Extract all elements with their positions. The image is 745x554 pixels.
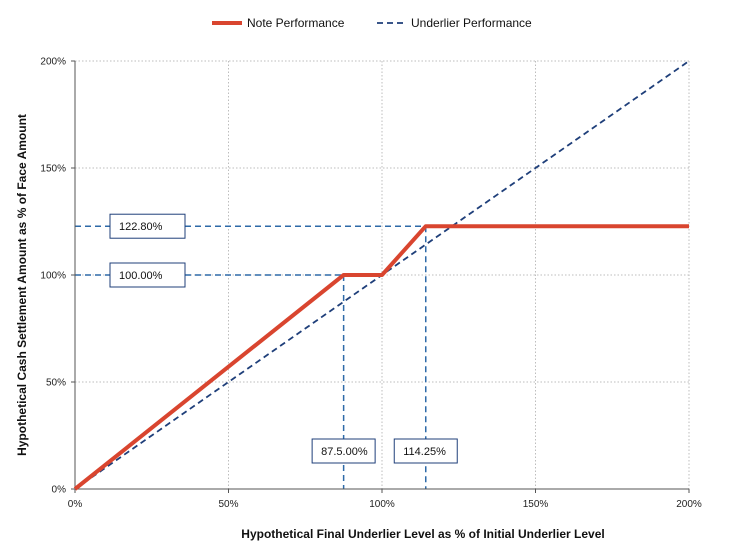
x-tick-label: 150% <box>523 499 549 510</box>
y-tick-label: 0% <box>52 485 67 496</box>
x-axis-title: Hypothetical Final Underlier Level as % … <box>241 527 604 541</box>
callout-rect <box>393 438 458 464</box>
callout-box: 122.80% <box>109 213 186 239</box>
legend-item: Underlier Performance <box>377 16 532 30</box>
callout-label: 100.00% <box>119 270 163 282</box>
callout-box: 114.25% <box>393 438 458 464</box>
callout-box: 87.5.00% <box>311 438 376 464</box>
series-group <box>73 60 690 491</box>
callout-label: 87.5.00% <box>321 446 368 458</box>
x-tick-label: 0% <box>68 499 83 510</box>
legend-label: Note Performance <box>247 16 345 30</box>
y-axis-title: Hypothetical Cash Settlement Amount as %… <box>15 114 29 456</box>
x-tick-label: 100% <box>369 499 395 510</box>
axes: 0% 50% 100% 150% 200% 0% 50% 100% 150% 200% <box>40 57 701 511</box>
note-performance-line <box>73 224 689 491</box>
callout-rect <box>109 262 186 288</box>
y-tick-label: 100% <box>40 271 66 282</box>
callout-box: 100.00% <box>109 262 186 288</box>
callout-rect <box>109 213 186 239</box>
x-tick-label: 50% <box>218 499 238 510</box>
callouts: 122.80% 100.00% 87.5.00% 114.25% <box>109 213 458 464</box>
y-tick-label: 150% <box>40 164 66 175</box>
callout-label: 122.80% <box>119 221 163 233</box>
y-tick-label: 200% <box>40 57 66 68</box>
y-tick-label: 50% <box>46 378 66 389</box>
legend-label: Underlier Performance <box>411 16 532 30</box>
legend: Note Performance Underlier Performance <box>212 16 532 30</box>
legend-item: Note Performance <box>212 16 345 30</box>
x-tick-label: 200% <box>676 499 702 510</box>
callout-label: 114.25% <box>403 446 446 458</box>
callout-rect <box>311 438 376 464</box>
